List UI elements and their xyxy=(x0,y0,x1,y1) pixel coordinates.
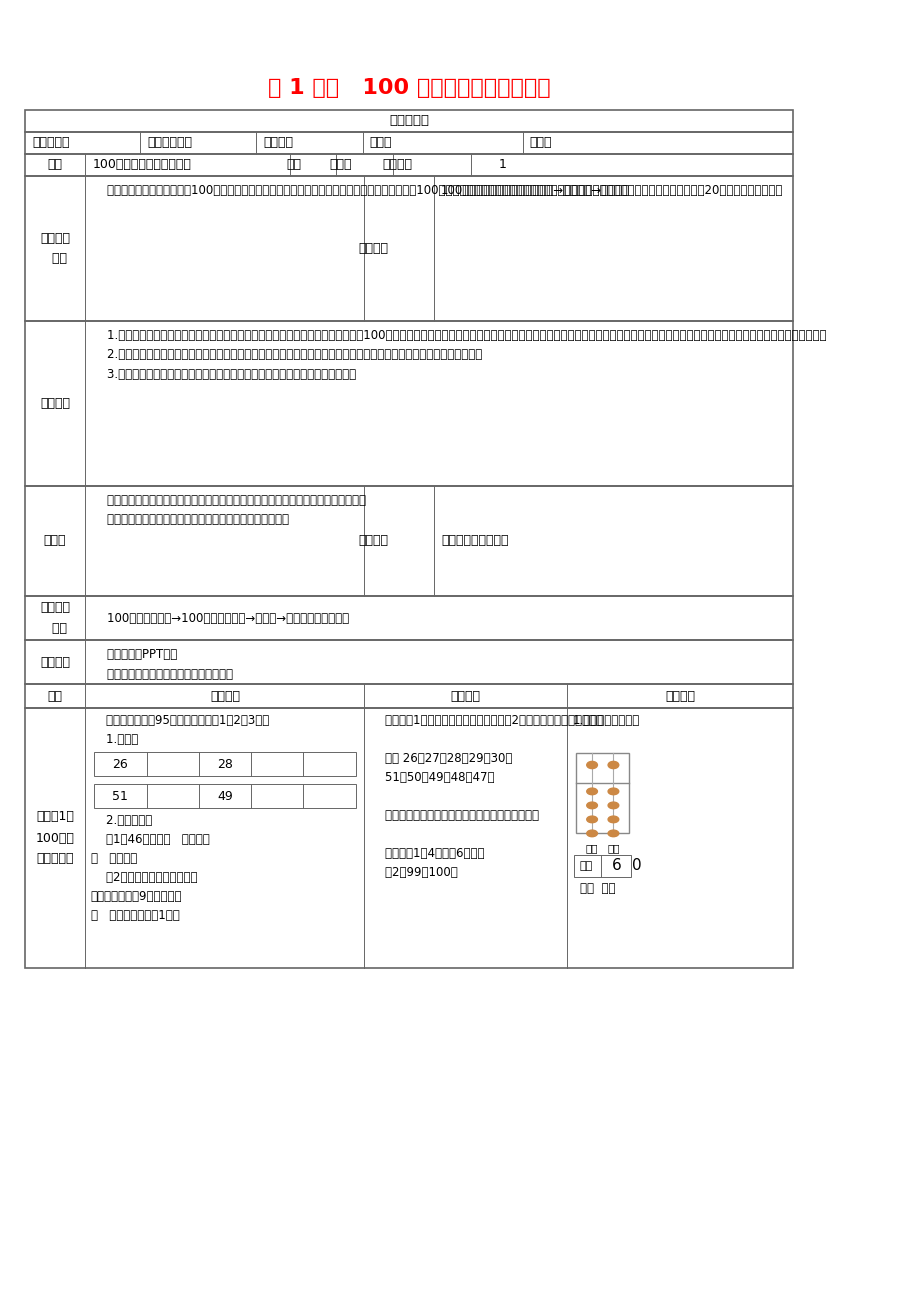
Text: 考点: 考点 xyxy=(48,690,62,703)
Text: 51: 51 xyxy=(112,789,128,802)
Text: 1.通过复习，使学生全面回顾、梳理、总结第二、四、六单元所学内容加深学生对100以内数的组成、数的顺序、读数和写数、数的大小比较等知识的理解，进一步提高学生的计: 1.通过复习，使学生全面回顾、梳理、总结第二、四、六单元所学内容加深学生对100… xyxy=(92,329,826,381)
Text: 学校：: 学校： xyxy=(369,137,391,150)
Bar xyxy=(25,154,792,176)
Text: 6: 6 xyxy=(611,858,621,874)
Text: 0: 0 xyxy=(631,858,641,874)
Bar xyxy=(25,684,792,708)
Bar xyxy=(25,132,792,154)
Text: 读作  六十: 读作 六十 xyxy=(579,883,615,896)
Ellipse shape xyxy=(607,831,618,837)
Text: 写作: 写作 xyxy=(579,861,592,871)
Text: 第 1 课时   100 以内数的认识和加减法: 第 1 课时 100 以内数的认识和加减法 xyxy=(267,78,550,98)
Ellipse shape xyxy=(586,788,596,794)
Text: 引导复习，巩固应用: 引导复习，巩固应用 xyxy=(440,535,508,548)
Ellipse shape xyxy=(586,802,596,809)
Text: 个位: 个位 xyxy=(607,842,619,853)
Ellipse shape xyxy=(586,762,596,768)
Text: 26: 26 xyxy=(112,758,128,771)
Text: 年级：一年级: 年级：一年级 xyxy=(147,137,192,150)
Bar xyxy=(25,486,792,596)
Text: 2.数的组成。
    （1）46里面有（   ）个十和
（   ）个一。
    （2）一个两位数，个位上和
十位上的数都是9，这个数是
（   ），比这个数: 2.数的组成。 （1）46里面有（ ）个十和 （ ）个一。 （2）一个两位数，个… xyxy=(91,814,210,922)
Text: 同步检测: 同步检测 xyxy=(664,690,695,703)
Bar xyxy=(94,784,356,809)
Text: 课型: 课型 xyxy=(286,159,301,172)
Bar xyxy=(25,109,792,132)
Text: 教学准备: 教学准备 xyxy=(40,655,70,668)
Text: 49: 49 xyxy=(217,789,233,802)
Text: 教学设计
  思路: 教学设计 思路 xyxy=(40,602,70,635)
Text: 课题: 课题 xyxy=(48,159,62,172)
Ellipse shape xyxy=(586,816,596,823)
Bar xyxy=(25,176,792,322)
Text: 100以内数的认识→100以内的加减法→用数学→课堂小结，布置作业: 100以内数的认识→100以内的加减法→用数学→课堂小结，布置作业 xyxy=(92,612,349,625)
Text: 复习课: 复习课 xyxy=(329,159,351,172)
Ellipse shape xyxy=(607,762,618,768)
Ellipse shape xyxy=(607,802,618,809)
Text: 化解措施: 化解措施 xyxy=(358,535,388,548)
Text: 计划学时: 计划学时 xyxy=(382,159,412,172)
Bar xyxy=(25,322,792,486)
Bar xyxy=(25,708,792,967)
Text: 重难点: 重难点 xyxy=(44,535,66,548)
Text: 1: 1 xyxy=(498,159,505,172)
Ellipse shape xyxy=(607,788,618,794)
Bar xyxy=(573,855,630,878)
Text: 册次：下: 册次：下 xyxy=(263,137,293,150)
Bar xyxy=(25,641,792,684)
Text: 学科：数学: 学科：数学 xyxy=(32,137,70,150)
Text: 1.写一写，读一读。: 1.写一写，读一读。 xyxy=(572,713,639,727)
Text: 承前启后: 承前启后 xyxy=(358,242,388,255)
Text: 分析解答: 分析解答 xyxy=(450,690,481,703)
Text: 重点：进一步提高学生的计算能力以及运用所学的知识解决简单的实际问题的能力。
    难点：两位数加一位数的进位加法和减一位数的退位减法。: 重点：进一步提高学生的计算能力以及运用所学的知识解决简单的实际问题的能力。 难点… xyxy=(92,493,366,526)
Bar xyxy=(25,596,792,641)
Text: 教学目标: 教学目标 xyxy=(40,397,70,410)
Text: 分析：第1小题是一个一个地正着数，第2小题是一个一个地倒着数。

    答案 26，27，28，29，30。
    51，50，49，48，47。

   : 分析：第1小题是一个一个地正着数，第2小题是一个一个地倒着数。 答案 26，27… xyxy=(369,713,602,879)
Text: 十位: 十位 xyxy=(585,842,597,853)
Bar xyxy=(575,753,629,833)
Text: 出示题目: 出示题目 xyxy=(210,690,240,703)
Text: 100以内数的认识和加减法: 100以内数的认识和加减法 xyxy=(92,159,191,172)
Text: 教学内容
  分析: 教学内容 分析 xyxy=(40,232,70,266)
Text: 知识点1：
100以内
数的认识。: 知识点1： 100以内 数的认识。 xyxy=(36,811,74,866)
Text: 教师：: 教师： xyxy=(529,137,551,150)
Text: 教材中的第一幅图呈现的是100以内的加、减法口算。虽然只有一幅图，但包含了丰富的内容。有100以内数的认识，两位数加、减整十数，两位数加、减一位数（含整十数加、: 教材中的第一幅图呈现的是100以内的加、减法口算。虽然只有一幅图，但包含了丰富的… xyxy=(92,184,782,197)
Bar xyxy=(94,753,356,776)
Text: 教师准备：PPT课件
    学生准备：复习相关内容，形成知识网。: 教师准备：PPT课件 学生准备：复习相关内容，形成知识网。 xyxy=(92,648,233,681)
Text: 教学设计表: 教学设计表 xyxy=(389,115,428,128)
Text: 100以内数的认识和加减法（一）→复习巩固→综合应用: 100以内数的认识和加减法（一）→复习巩固→综合应用 xyxy=(440,184,630,197)
Ellipse shape xyxy=(607,816,618,823)
Ellipse shape xyxy=(586,831,596,837)
Text: 课件出示教材第95页练习二十一第1，2，3题。
    1.数数。: 课件出示教材第95页练习二十一第1，2，3题。 1.数数。 xyxy=(91,713,268,746)
Text: 28: 28 xyxy=(217,758,233,771)
